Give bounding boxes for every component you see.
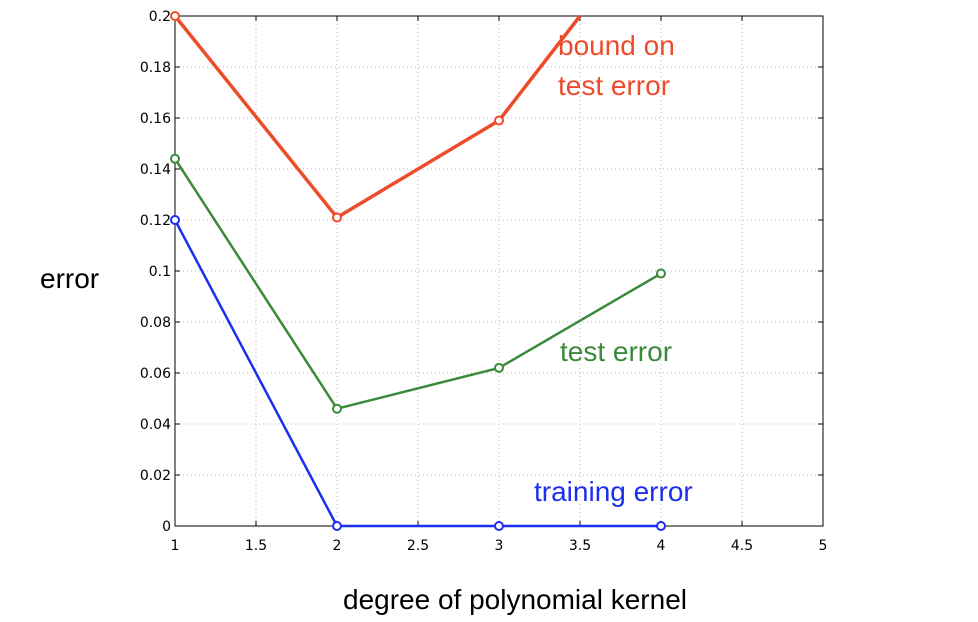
y-tick-label: 0.18: [140, 60, 171, 76]
training-error-label: training error: [534, 476, 693, 507]
y-tick-label: 0: [162, 519, 171, 535]
test-error-point: [332, 403, 342, 414]
x-tick-label: 1: [171, 538, 180, 554]
test-error-label: test error: [560, 336, 672, 367]
training-error-point: [170, 215, 180, 225]
test-error-point: [170, 153, 180, 164]
y-tick-label: 0.08: [140, 315, 171, 331]
axis-ticks: 1 1.5 2 2.5 3 3.5 4 4.5 5 0 0.02 0.04 0.06 0.08 0.1 0.1…: [140, 9, 828, 554]
test-error-point: [656, 268, 666, 279]
training-error-line: [173, 219, 661, 528]
y-tick-label: 0.12: [140, 213, 171, 229]
x-tick-label: 3: [495, 538, 504, 554]
series-labels: bound on test error test error training err…: [534, 30, 693, 507]
y-tick-label: 0.04: [140, 417, 171, 433]
training-error-point: [656, 521, 666, 531]
bound-on-test-error-line: [173, 14, 582, 220]
y-tick-label: 0.02: [140, 468, 171, 484]
test-error-point: [494, 362, 504, 373]
bound-on-test-error-label: test error: [558, 70, 670, 101]
y-tick-label: 0.2: [149, 9, 171, 25]
series-lines: [170, 11, 666, 531]
x-tick-label: 5: [819, 538, 828, 554]
x-tick-label: 4: [657, 538, 666, 554]
x-axis-label: degree of polynomial kernel: [343, 584, 687, 615]
test-error-line: [173, 158, 662, 410]
y-axis-label: error: [40, 263, 99, 294]
bound-on-test-error-point: [494, 115, 504, 126]
bound-on-test-error-point: [170, 11, 180, 21]
grid-lines: [174, 15, 824, 527]
training-error-point: [332, 521, 342, 531]
x-tick-label: 3.5: [569, 538, 591, 554]
y-tick-label: 0.16: [140, 111, 171, 127]
x-tick-label: 1.5: [245, 538, 267, 554]
x-tick-label: 2: [333, 538, 342, 554]
y-tick-label: 0.1: [149, 264, 171, 280]
training-error-point: [494, 521, 504, 531]
x-tick-label: 4.5: [731, 538, 753, 554]
y-tick-label: 0.06: [140, 366, 171, 382]
bound-on-test-error-label: bound on: [558, 30, 675, 61]
bound-on-test-error-point: [332, 212, 342, 223]
y-tick-label: 0.14: [140, 162, 171, 178]
x-tick-label: 2.5: [407, 538, 429, 554]
